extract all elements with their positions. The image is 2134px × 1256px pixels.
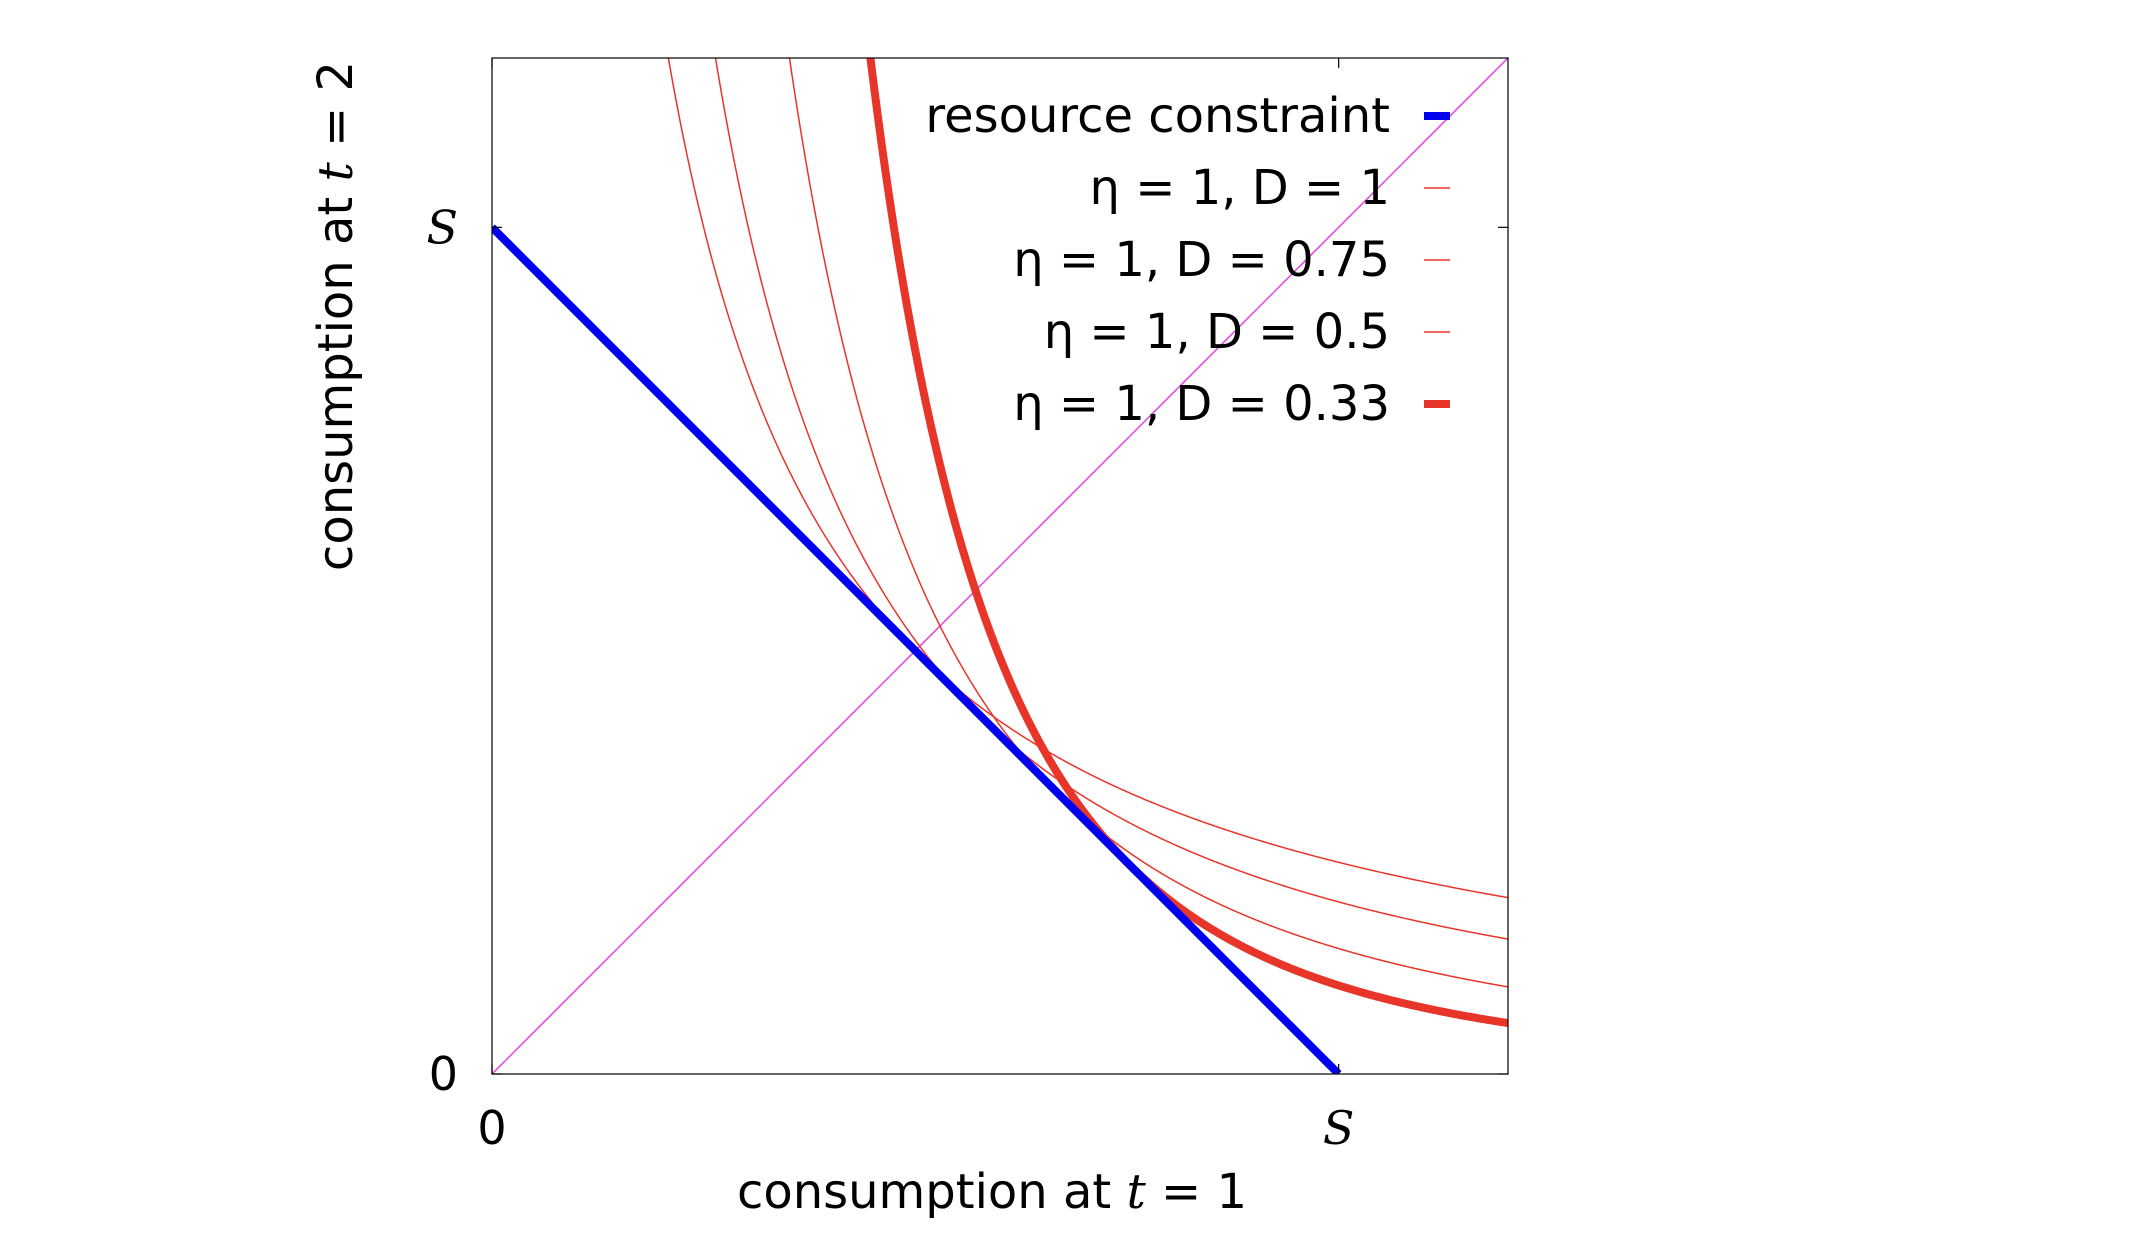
ticks: 0 S 0 S [426, 58, 1508, 1155]
legend-label-4: η = 1, D = 0.5 [1044, 304, 1390, 360]
plot-frame [491, 57, 1509, 1075]
resource-constraint-line [492, 224, 1342, 1074]
y-axis-title-var: t [308, 162, 364, 182]
y-tick-label-0: 0 [429, 1047, 458, 1101]
legend-label-3: η = 1, D = 0.75 [1013, 232, 1390, 288]
legend-label-5: η = 1, D = 0.33 [1013, 376, 1390, 432]
legend-label-1: resource constraint [925, 88, 1390, 144]
x-tick-label-0: 0 [477, 1101, 506, 1155]
legend-label-2: η = 1, D = 1 [1090, 160, 1390, 216]
diagonal-line [492, 58, 1508, 1074]
legend: resource constraint η = 1, D = 1 η = 1, D … [925, 88, 1450, 432]
y-axis-title-prefix: consumption at [308, 182, 364, 572]
indifference-curve-3 [788, 58, 1508, 988]
y-tick-label-1: S [426, 200, 458, 254]
x-axis-title-suffix: = 1 [1146, 1164, 1247, 1220]
y-axis-title-suffix: = 2 [308, 61, 364, 162]
indifference-curve-4 [866, 58, 1508, 1028]
x-axis-title-var: t [1126, 1164, 1146, 1220]
plot-area [492, 58, 1508, 1074]
x-tick-label-1: S [1323, 1101, 1355, 1155]
y-axis-title: consumption at t = 2 [308, 61, 364, 571]
x-axis-title: consumption at t = 1 [737, 1164, 1247, 1220]
x-axis-title-prefix: consumption at [737, 1164, 1127, 1220]
